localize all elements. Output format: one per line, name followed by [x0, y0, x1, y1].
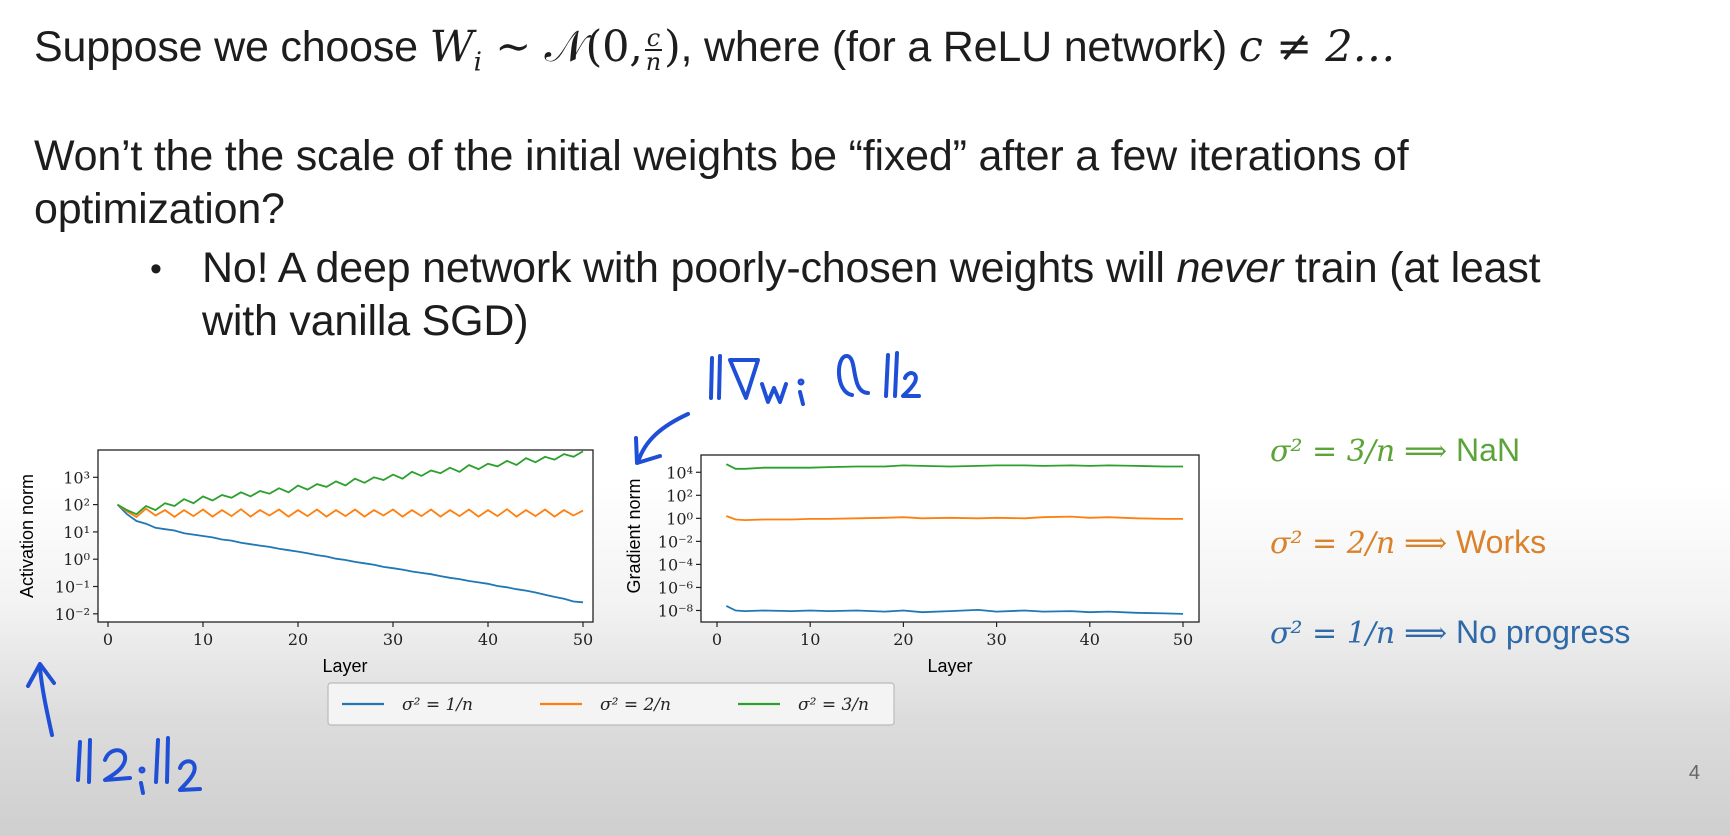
chart1-series-1 [116, 503, 584, 604]
chart1-xtick-label: 20 [288, 630, 308, 649]
question-line-2: optimization? [34, 185, 285, 233]
chart1-ytick-label: 10⁻¹ [55, 578, 90, 597]
chart2-series-1 [725, 605, 1184, 615]
chart1-xtick-label: 0 [103, 630, 113, 649]
chart2-ytick-label: 10⁻⁶ [658, 578, 693, 597]
title-line: Suppose we choose Wi ∼ 𝒩(0, c n), where (f… [34, 22, 1396, 78]
chart2-ylabel: Gradient norm [624, 478, 644, 593]
chart2-ytick-label: 10⁴ [666, 463, 693, 482]
bullet-dot-icon: • [150, 250, 162, 288]
emphasis-never: never [1176, 244, 1284, 292]
chart1-ytick-label: 10⁰ [63, 550, 90, 569]
outcome-works: σ² = 2/n ⟹ Works [1270, 524, 1546, 561]
chart1-frame [97, 449, 594, 623]
legend-label-3: σ² = 3/n [798, 695, 869, 715]
outcome-nan-lhs: σ² = 3/n [1270, 434, 1396, 469]
chart1-series-2 [116, 503, 584, 519]
activation-norm-chart: Activation norm Layer 0 10 20 30 40 50 10⁻² 10⁻… [17, 449, 594, 676]
chart2-ytick-label: 10⁰ [666, 509, 693, 528]
chart1-xtick-label: 40 [478, 630, 498, 649]
chart2-xlabel: Layer [927, 656, 972, 676]
chart2-series-2 [725, 515, 1183, 522]
chart1-ytick-label: 10⁻² [55, 605, 90, 624]
outcome-works-result: Works [1456, 524, 1547, 560]
outcome-nan: σ² = 3/n ⟹ NaN [1270, 432, 1520, 469]
outcome-no-progress-lhs: σ² = 1/n [1270, 616, 1396, 651]
chart2-frame [700, 454, 1200, 623]
handwritten-annotations [26, 351, 921, 795]
chart2-xtick-label: 50 [1173, 630, 1193, 649]
implies-icon: ⟹ [1404, 616, 1448, 651]
implies-icon: ⟹ [1404, 434, 1448, 469]
outcome-works-lhs: σ² = 2/n [1270, 526, 1396, 561]
legend-label-1: σ² = 1/n [402, 695, 473, 715]
chart2-series-3 [725, 463, 1183, 470]
implies-icon: ⟹ [1404, 526, 1448, 561]
chart1-ytick-label: 10² [63, 496, 90, 515]
chart2-xtick-label: 30 [986, 630, 1006, 649]
chart2-ytick-label: 10⁻⁴ [658, 555, 693, 574]
chart1-ytick-label: 10¹ [63, 523, 90, 542]
chart2-xtick-label: 0 [712, 630, 722, 649]
chart2-ytick-label: 10² [666, 486, 693, 505]
title-prefix: Suppose we choose [34, 23, 418, 71]
gradient-norm-handwriting [709, 351, 921, 406]
bullet-line-1: No! A deep network with poorly-chosen we… [202, 244, 1541, 292]
outcome-nan-result: NaN [1456, 432, 1521, 468]
page-number: 4 [1688, 762, 1700, 784]
question-line-1: Won’t the the scale of the initial weigh… [34, 132, 1409, 180]
gradient-arrow [636, 412, 690, 464]
chart1-ylabel: Activation norm [17, 474, 37, 598]
outcome-no-progress: σ² = 1/n ⟹ No progress [1270, 614, 1630, 651]
chart2-xtick-label: 40 [1080, 630, 1100, 649]
chart1-xtick-label: 30 [383, 630, 403, 649]
chart1-ytick-label: 10³ [63, 468, 90, 487]
chart1-xtick-label: 10 [193, 630, 213, 649]
outcome-no-progress-result: No progress [1456, 614, 1631, 650]
chart2-ytick-label: 10⁻⁸ [658, 601, 693, 620]
legend-label-2: σ² = 2/n [600, 695, 671, 715]
chart2-xtick-label: 10 [800, 630, 820, 649]
activation-arrow [38, 666, 54, 737]
chart1-xlabel: Layer [322, 656, 367, 676]
gradient-norm-chart: Gradient norm Layer 0 10 20 30 40 50 10⁻⁸ 10⁻⁶ 1… [624, 454, 1200, 676]
chart1-xtick-label: 50 [573, 630, 593, 649]
chart-legend: σ² = 1/n σ² = 2/n σ² = 3/n [327, 682, 895, 726]
chart2-ytick-label: 10⁻² [658, 532, 693, 551]
chart2-xtick-label: 20 [893, 630, 913, 649]
formula-weights: Wi ∼ 𝒩(0, c n) [429, 22, 681, 78]
title-middle: , where (for a ReLU network) [680, 23, 1228, 71]
activation-norm-handwriting [76, 736, 202, 795]
formula-condition: c ≠ 2… [1238, 22, 1396, 72]
bullet-line-2: with vanilla SGD) [202, 297, 529, 345]
chart1-series-3 [117, 450, 584, 516]
